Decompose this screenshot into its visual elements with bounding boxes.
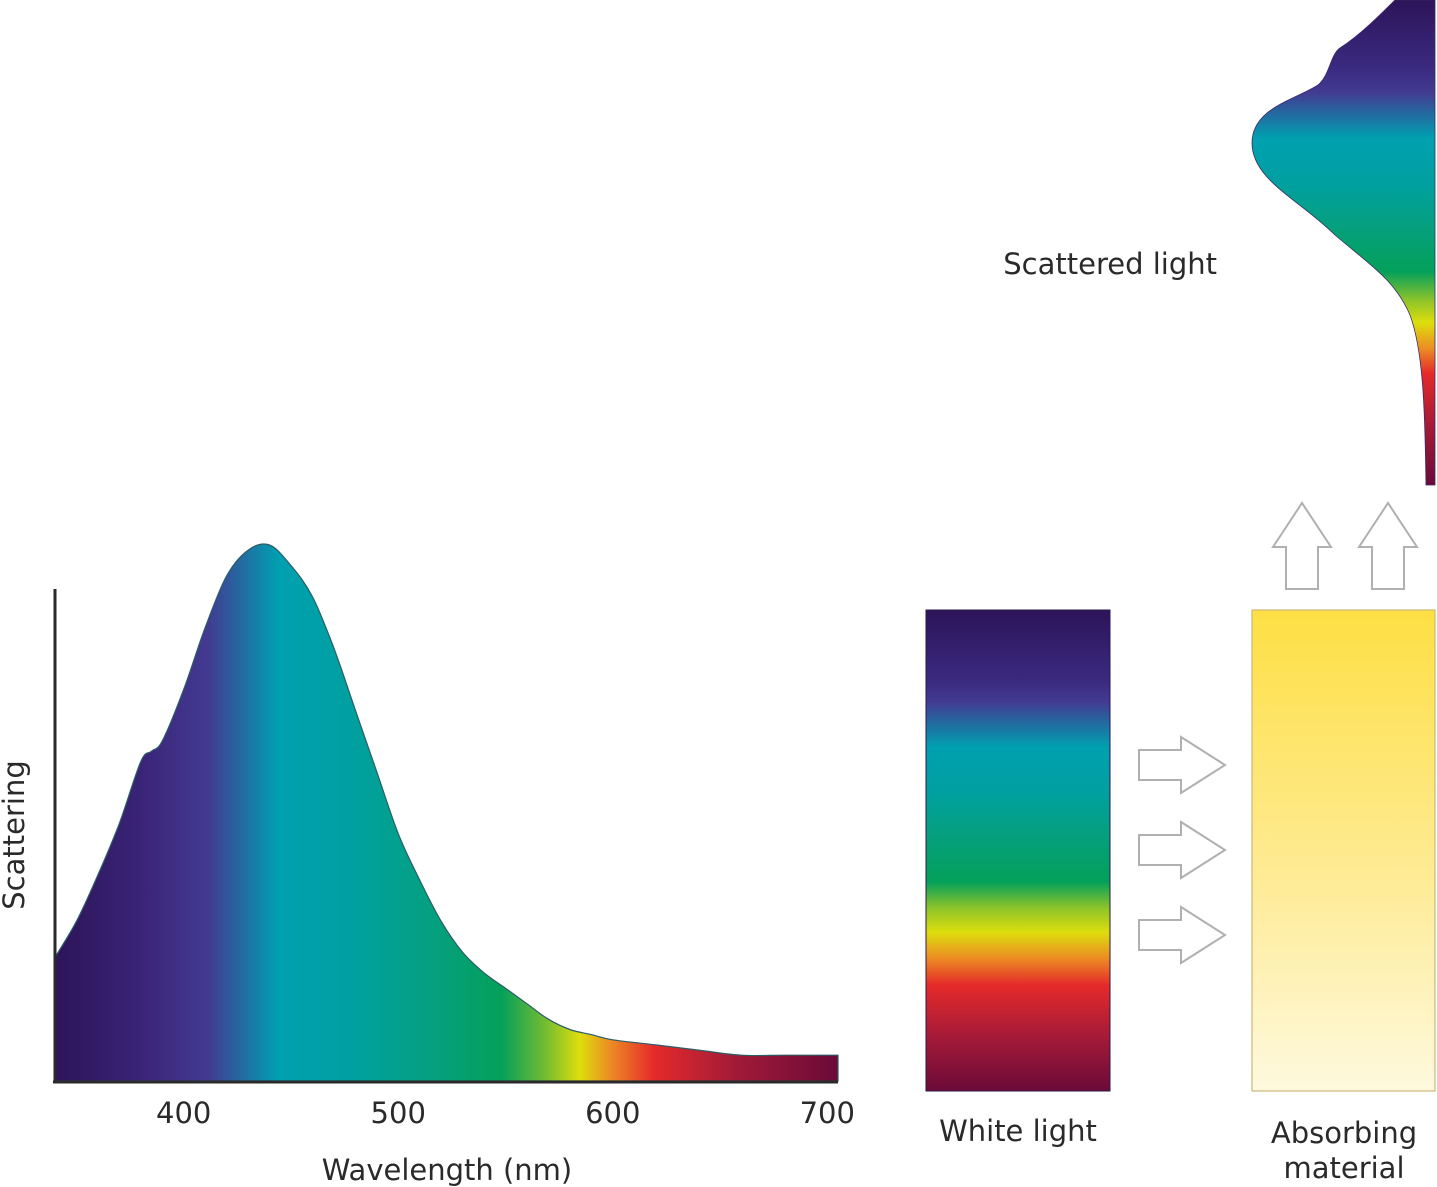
right-arrow-icon	[1138, 905, 1227, 965]
y-axis-label: Scattering	[0, 760, 31, 909]
x-tick-labels: 400 500 600 700	[156, 1096, 855, 1130]
scattered-light-label: Scattered light	[1003, 247, 1217, 281]
outgoing-arrows	[1271, 501, 1419, 590]
x-tick-label: 700	[800, 1096, 855, 1130]
white-light-group: White light	[925, 609, 1111, 1148]
white-light-bar	[925, 609, 1111, 1092]
x-tick-label: 600	[585, 1096, 640, 1130]
up-arrow-icon	[1271, 501, 1333, 590]
absorbing-material-group: Absorbing material	[1251, 609, 1436, 1185]
incoming-arrows	[1138, 735, 1227, 965]
scattering-chart: 400 500 600 700 Wavelength (nm) Scattering	[0, 543, 855, 1187]
absorbing-material-label-line2: material	[1283, 1151, 1404, 1185]
scattered-light-group: Scattered light	[1003, 0, 1436, 486]
scattering-curve-area	[54, 543, 839, 1082]
scattered-light-spectrum	[1251, 0, 1436, 486]
up-arrow-icon	[1357, 501, 1419, 590]
x-tick-label: 400	[156, 1096, 211, 1130]
absorbing-material-block	[1251, 609, 1436, 1092]
right-arrow-icon	[1138, 735, 1227, 795]
white-light-label: White light	[939, 1114, 1097, 1148]
absorbing-material-label-line1: Absorbing	[1271, 1116, 1417, 1150]
x-tick-label: 500	[371, 1096, 426, 1130]
x-axis-label: Wavelength (nm)	[322, 1153, 573, 1187]
right-arrow-icon	[1138, 820, 1227, 880]
